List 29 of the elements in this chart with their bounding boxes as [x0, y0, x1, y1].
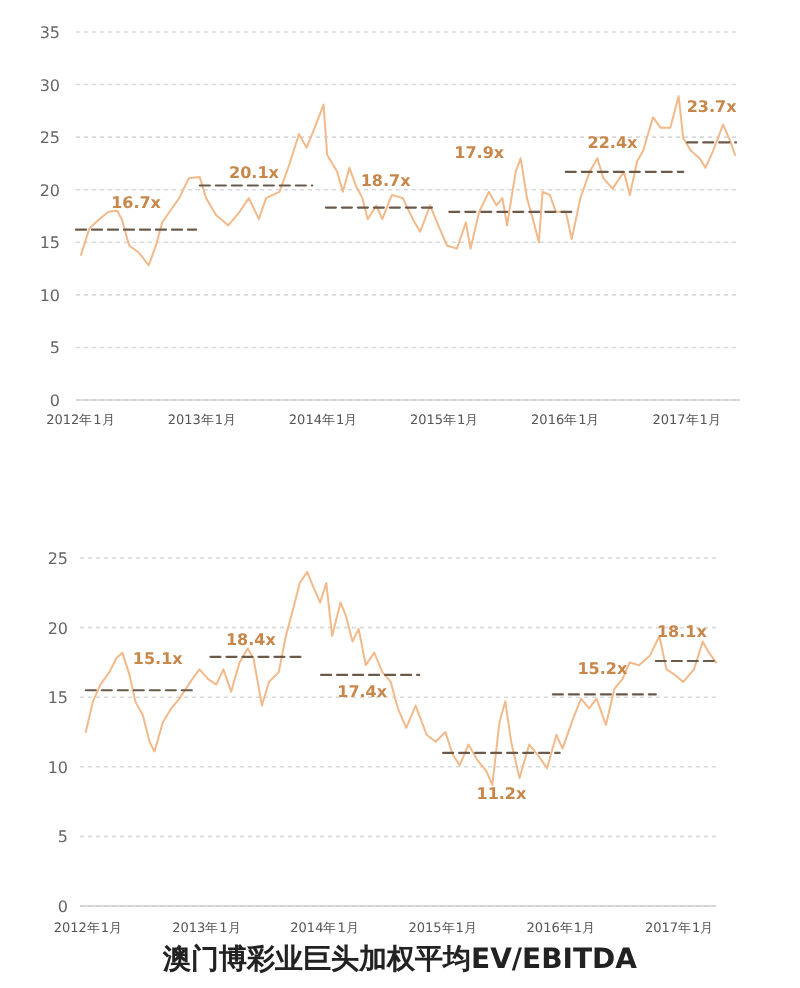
annotation: 23.7x: [686, 98, 739, 117]
annotation: 18.1x: [656, 623, 709, 642]
y-tick-label: 10: [39, 286, 60, 305]
y-tick-label: 0: [57, 898, 68, 916]
y-tick-label: 25: [47, 550, 68, 568]
annotation: 11.2x: [476, 784, 528, 803]
y-tick-label: 30: [39, 76, 60, 95]
annotation: 16.7x: [111, 193, 163, 212]
y-tick-label: 15: [47, 689, 68, 708]
line-series: [84, 570, 717, 786]
y-tick-label: 5: [49, 339, 60, 358]
annotation: 17.9x: [454, 143, 506, 162]
line-series: [79, 95, 737, 267]
y-tick-label: 25: [39, 129, 60, 148]
annotation: 15.1x: [132, 650, 185, 669]
annotation: 18.7x: [360, 171, 413, 190]
y-tick-label: 20: [47, 619, 68, 638]
annotation: 20.1x: [229, 163, 281, 182]
y-tick-label: 0: [49, 392, 60, 410]
y-tick-label: 15: [39, 234, 60, 253]
text: 澳门博彩业巨头加权平均EV/EBITDA: [161, 942, 638, 976]
y-tick-label: 10: [47, 758, 68, 777]
annotation: 15.2x: [577, 660, 629, 679]
y-tick-label: 35: [39, 24, 60, 42]
y-tick-label: 20: [39, 181, 60, 200]
annotation: 22.4x: [587, 133, 640, 152]
annotation: 17.4x: [337, 682, 389, 701]
y-tick-label: 5: [57, 828, 68, 847]
annotation: 18.4x: [225, 630, 278, 649]
